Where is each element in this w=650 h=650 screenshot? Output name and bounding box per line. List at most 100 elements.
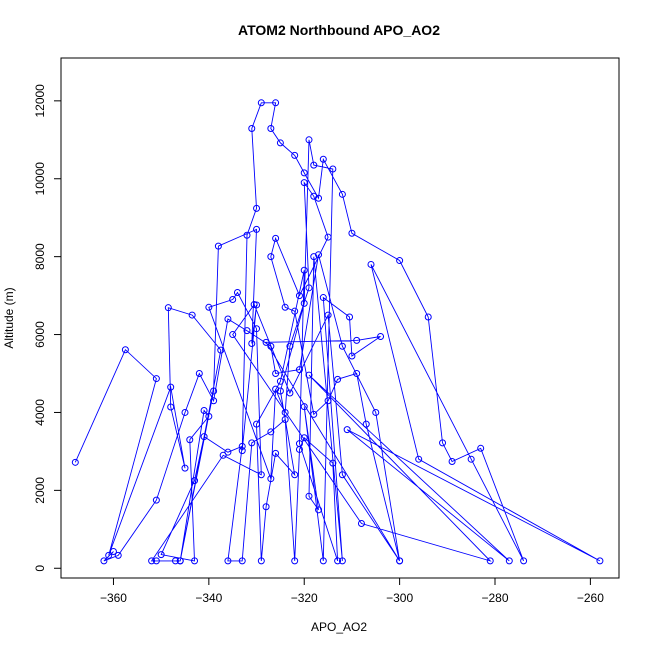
- data-point: [267, 125, 275, 133]
- data-point: [346, 313, 354, 321]
- data-point: [305, 371, 313, 379]
- data-point: [295, 366, 303, 374]
- plot-box: [60, 57, 620, 579]
- data-point: [300, 266, 308, 274]
- data-point: [310, 410, 318, 418]
- data-point: [276, 377, 284, 385]
- x-tick-label: −280: [481, 591, 508, 605]
- data-point: [257, 557, 265, 565]
- data-point: [300, 299, 308, 307]
- data-point: [367, 260, 375, 268]
- data-point: [253, 420, 261, 428]
- data-point: [396, 257, 404, 265]
- data-point: [377, 333, 385, 341]
- data-point: [233, 288, 241, 296]
- data-point: [315, 251, 323, 259]
- y-tick-label: 8000: [33, 243, 47, 270]
- data-point: [439, 439, 447, 447]
- data-point: [319, 155, 327, 163]
- data-point: [238, 447, 246, 455]
- data-point: [229, 331, 237, 339]
- data-point: [286, 389, 294, 397]
- data-point: [276, 139, 284, 147]
- data-point: [291, 471, 299, 479]
- data-point: [338, 342, 346, 350]
- x-axis: −360 −340 −320 −300 −280 −260: [100, 577, 604, 605]
- data-point: [253, 204, 261, 212]
- data-point: [167, 383, 175, 391]
- data-point: [338, 471, 346, 479]
- data-point: [267, 253, 275, 261]
- data-point: [319, 557, 327, 565]
- data-point: [250, 301, 258, 309]
- data-point: [210, 387, 218, 395]
- data-point: [338, 557, 346, 565]
- data-point: [281, 408, 289, 416]
- data-point: [272, 99, 280, 107]
- data-point: [105, 551, 113, 559]
- data-point: [188, 311, 196, 319]
- data-point: [415, 455, 423, 463]
- data-point: [200, 407, 208, 415]
- data-point: [71, 458, 79, 466]
- series-lines: [74, 102, 601, 562]
- x-axis-label: APO_AO2: [311, 620, 367, 634]
- data-point: [329, 459, 337, 467]
- data-point: [267, 475, 275, 483]
- data-point: [176, 557, 184, 565]
- series-points: [71, 99, 604, 565]
- data-point: [171, 557, 179, 565]
- data-point: [200, 433, 208, 441]
- data-point: [181, 464, 189, 472]
- data-point: [253, 325, 261, 333]
- data-point: [248, 125, 256, 133]
- data-point: [295, 292, 303, 300]
- data-point: [596, 557, 604, 565]
- data-point: [281, 415, 289, 423]
- data-point: [300, 169, 308, 177]
- data-point: [310, 161, 318, 169]
- data-point: [281, 303, 289, 311]
- data-point: [253, 301, 261, 309]
- data-point: [310, 192, 318, 200]
- y-tick-label: 12000: [33, 84, 47, 118]
- data-point: [329, 165, 337, 173]
- data-point: [257, 99, 265, 107]
- data-point: [238, 557, 246, 565]
- data-point: [191, 557, 199, 565]
- data-point: [520, 557, 528, 565]
- data-point: [238, 442, 246, 450]
- data-point: [305, 492, 313, 500]
- data-point: [315, 506, 323, 514]
- data-point: [157, 551, 165, 559]
- data-point: [272, 385, 280, 393]
- data-point: [167, 403, 175, 411]
- data-point: [338, 190, 346, 198]
- data-point: [286, 342, 294, 350]
- data-point: [152, 375, 160, 383]
- data-point: [186, 436, 194, 444]
- data-point: [396, 557, 404, 565]
- data-point: [148, 557, 156, 565]
- data-point: [300, 434, 308, 442]
- data-point: [100, 557, 108, 565]
- data-point: [319, 294, 327, 302]
- data-point: [272, 370, 280, 378]
- data-point: [272, 234, 280, 242]
- data-point: [152, 557, 160, 565]
- data-point: [243, 327, 251, 335]
- data-point: [219, 451, 227, 459]
- data-point: [424, 313, 432, 321]
- data-point: [262, 503, 270, 511]
- data-point: [310, 253, 318, 261]
- data-point: [291, 151, 299, 159]
- data-point: [362, 420, 370, 428]
- data-point: [210, 397, 218, 405]
- y-tick-label: 4000: [33, 399, 47, 426]
- data-point: [267, 342, 275, 350]
- data-point: [305, 284, 313, 292]
- data-point: [262, 338, 270, 346]
- x-tick-label: −300: [386, 591, 413, 605]
- x-tick-label: −320: [291, 591, 318, 605]
